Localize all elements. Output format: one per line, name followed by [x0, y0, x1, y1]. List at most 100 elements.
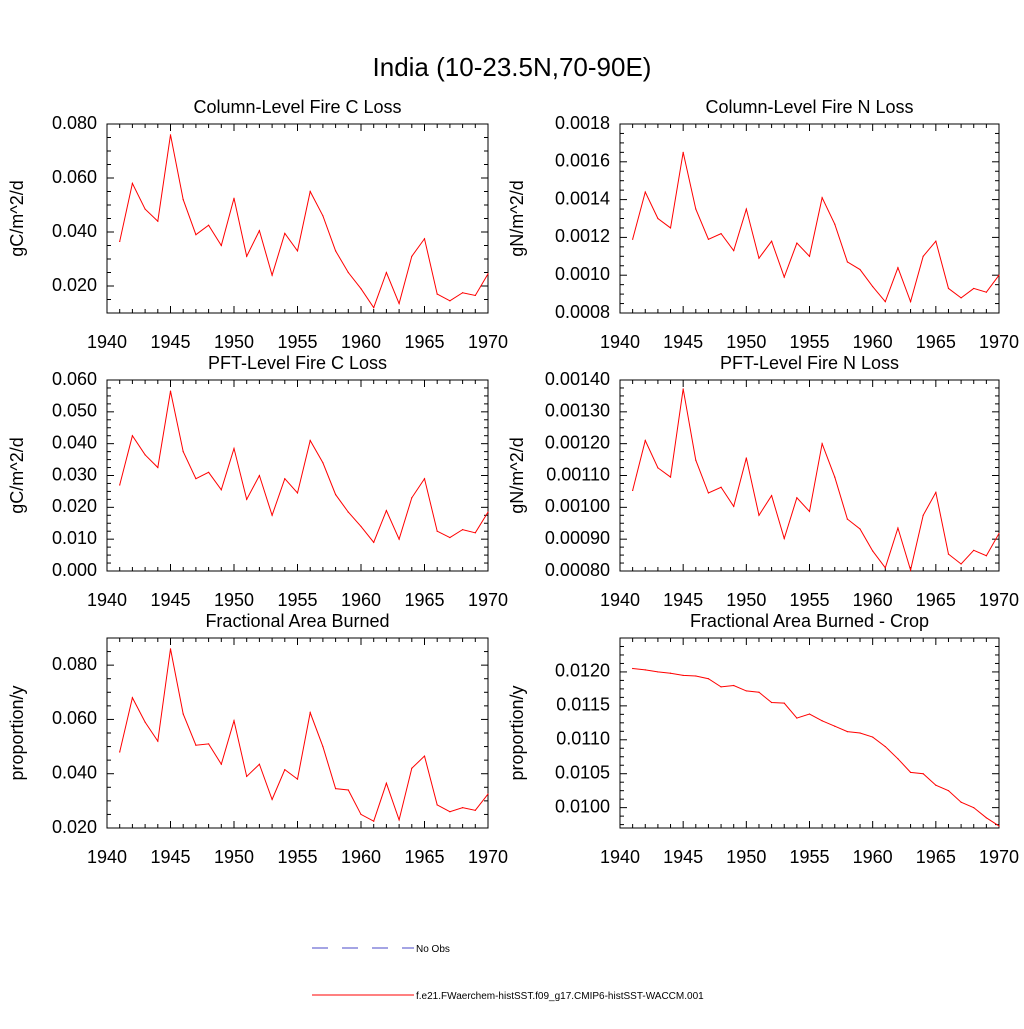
y-tick-label: 0.040: [52, 432, 97, 452]
chart-panel-5: Fractional Area Burned proportion/y 1940 19…: [7, 611, 508, 867]
data-point: [808, 713, 811, 715]
x-tick-label: 1955: [789, 590, 829, 610]
data-point: [884, 301, 886, 303]
x-tick-label: 1960: [853, 332, 893, 352]
data-point: [733, 505, 735, 507]
x-tick-label: 1970: [979, 590, 1019, 610]
chart-panel-4: PFT-Level Fire N Loss gN/m^2/d 1940 1945 195…: [507, 353, 1019, 610]
data-point: [947, 553, 950, 555]
y-axis-label: gN/m^2/d: [507, 180, 527, 256]
data-point: [947, 790, 950, 792]
x-tick-label: 1970: [979, 847, 1019, 867]
data-point: [360, 525, 362, 528]
y-tick-label: 0.040: [52, 762, 97, 782]
data-point: [872, 736, 874, 738]
data-point: [208, 471, 210, 473]
data-point: [373, 820, 375, 822]
panel-title: Column-Level Fire C Loss: [193, 97, 401, 117]
data-point: [309, 439, 311, 442]
data-point: [657, 671, 659, 673]
data-point: [335, 494, 337, 496]
x-tick-label: 1965: [916, 332, 956, 352]
data-point: [157, 220, 159, 222]
data-point: [119, 240, 121, 243]
data-point: [220, 763, 222, 765]
x-tick-label: 1965: [916, 847, 956, 867]
y-tick-label: 0.080: [52, 113, 97, 133]
x-tick-label: 1950: [726, 847, 766, 867]
data-point: [834, 223, 836, 225]
data-point: [131, 435, 133, 437]
data-point: [271, 274, 273, 276]
data-point: [796, 242, 798, 244]
data-point: [859, 528, 861, 530]
panel-title: Column-Level Fire N Loss: [705, 97, 913, 117]
data-point: [821, 443, 823, 445]
y-axis-label: gN/m^2/d: [507, 437, 527, 513]
data-point: [423, 478, 426, 480]
data-point: [182, 199, 184, 201]
data-point: [309, 712, 311, 714]
data-point: [487, 511, 489, 513]
data-point: [284, 232, 286, 234]
data-point: [398, 819, 400, 821]
data-point: [632, 667, 634, 670]
data-point: [897, 267, 899, 269]
x-tick-label: 1970: [468, 590, 508, 610]
data-point: [985, 817, 987, 819]
x-tick-label: 1970: [468, 332, 508, 352]
data-point: [796, 717, 798, 719]
data-point: [347, 511, 349, 513]
series-line: [119, 391, 489, 544]
data-point: [284, 769, 286, 771]
x-tick-label: 1945: [663, 590, 703, 610]
data-point: [195, 478, 197, 480]
data-point: [846, 518, 849, 520]
data-point: [985, 555, 987, 557]
data-point: [284, 478, 286, 480]
x-tick-label: 1950: [214, 847, 254, 867]
data-point: [707, 238, 710, 240]
data-point: [373, 541, 375, 543]
x-tick-label: 1970: [979, 332, 1019, 352]
x-tick-label: 1940: [600, 847, 640, 867]
data-point: [246, 498, 248, 500]
data-point: [644, 439, 646, 442]
data-point: [246, 775, 248, 778]
data-point: [758, 514, 760, 516]
data-point: [487, 273, 489, 275]
data-point: [947, 287, 950, 290]
data-point: [119, 751, 121, 753]
data-point: [296, 250, 299, 252]
data-point: [695, 459, 697, 461]
data-point: [985, 291, 987, 293]
x-tick-label: 1955: [277, 590, 317, 610]
data-point: [169, 390, 172, 392]
data-point: [922, 773, 924, 775]
data-point: [258, 474, 260, 477]
y-tick-label: 0.030: [52, 464, 97, 484]
data-point: [436, 530, 438, 532]
data-point: [423, 238, 426, 240]
data-point: [771, 701, 773, 704]
x-tick-label: 1940: [87, 332, 127, 352]
x-tick-label: 1940: [600, 590, 640, 610]
data-point: [960, 801, 962, 803]
y-tick-label: 0.0016: [555, 151, 610, 171]
y-tick-label: 0.0120: [555, 661, 610, 681]
data-point: [960, 297, 962, 299]
y-tick-label: 0.0115: [556, 695, 610, 715]
series-line: [632, 388, 1000, 572]
data-point: [897, 527, 899, 529]
y-tick-label: 0.080: [52, 654, 97, 674]
x-tick-label: 1955: [277, 332, 317, 352]
data-point: [973, 287, 975, 290]
data-point: [707, 492, 710, 494]
y-tick-label: 0.0100: [555, 796, 610, 816]
chart-panel-3: PFT-Level Fire C Loss gC/m^2/d 1940 1945 195…: [7, 353, 508, 610]
x-tick-label: 1960: [341, 332, 381, 352]
data-point: [834, 725, 836, 727]
chart-panel-6: Fractional Area Burned - Crop proportion/…: [507, 611, 1019, 867]
data-point: [973, 549, 975, 551]
